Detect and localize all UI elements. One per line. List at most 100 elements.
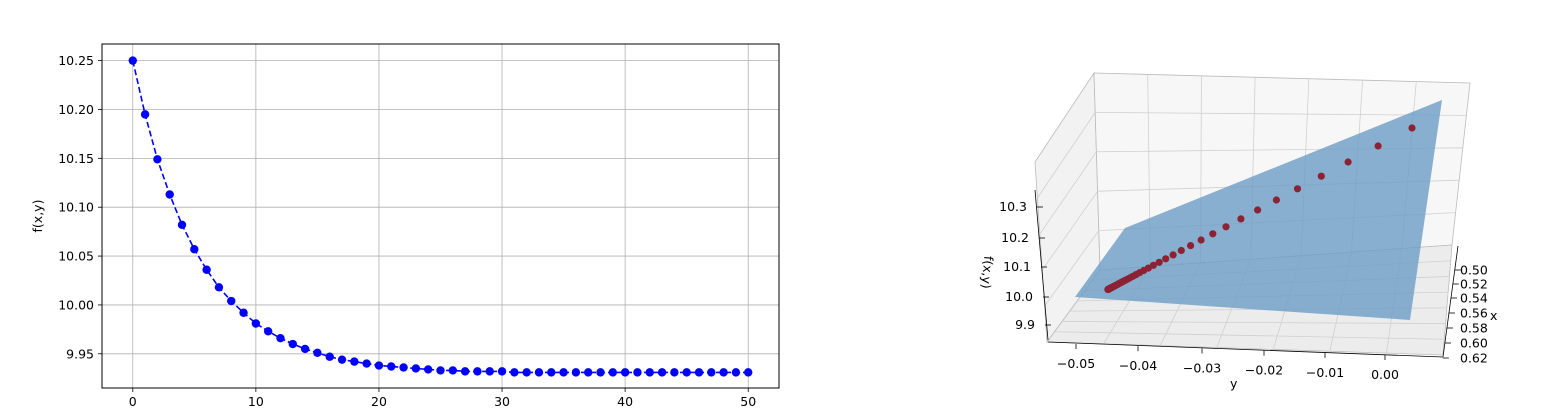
- y-tick-label: 10.10: [58, 200, 94, 215]
- y-axis-line: [1047, 341, 1444, 358]
- x-tick-label: 0: [129, 394, 137, 409]
- grid-line: [1401, 81, 1417, 249]
- data-point: [214, 283, 224, 292]
- scatter-point-3d: [1105, 285, 1113, 293]
- scatter-point-3d: [1132, 271, 1140, 279]
- scatter-point-3d: [1117, 278, 1125, 286]
- scatter-point-3d: [1162, 255, 1170, 263]
- x-tick-label-3d: 0.62: [1460, 351, 1488, 366]
- scatter-point-3d: [1104, 285, 1112, 293]
- data-point: [325, 352, 334, 361]
- z-axis-ticks: 10.3 10.2 10.1 10.0 9.9: [999, 199, 1051, 332]
- data-point: [510, 368, 519, 377]
- y-axis-label-3d: y: [1230, 376, 1238, 391]
- scatter-point-3d: [1169, 251, 1177, 259]
- z-tick-label: 10.3: [999, 199, 1027, 214]
- data-point: [190, 245, 199, 254]
- data-point: [584, 368, 593, 377]
- floor-pane: [1046, 244, 1453, 356]
- grid-line: [1062, 321, 1446, 324]
- scatter-point-3d: [1129, 272, 1137, 280]
- scatter-point-3d: [1126, 274, 1134, 282]
- scatter-point-3d: [1144, 264, 1152, 272]
- data-point: [423, 365, 433, 374]
- scatter-point-3d: [1106, 284, 1114, 293]
- y-tick-label: 10.25: [58, 53, 94, 68]
- y-axis-ticks: 9.95 10.00 10.05 10.10 10.15 10.20 10.25: [58, 53, 102, 361]
- x-tick-label-3d: 0.58: [1460, 321, 1488, 336]
- grid-line: [1092, 260, 1451, 281]
- grid-line: [1103, 266, 1151, 345]
- x-tick-label: 30: [494, 394, 510, 409]
- data-point: [313, 348, 322, 358]
- data-point: [559, 368, 568, 377]
- back-pane-back: [1093, 72, 1471, 271]
- scatter-point-3d: [1149, 261, 1157, 269]
- data-point: [153, 155, 162, 164]
- scatter-point-3d: [1155, 258, 1163, 266]
- scatter-point-3d: [1104, 285, 1112, 293]
- y-tick-label-3d: −0.03: [1183, 360, 1221, 375]
- x-tick-label-3d: 0.54: [1460, 291, 1488, 306]
- data-point: [670, 368, 679, 377]
- data-point: [534, 368, 544, 377]
- data-point: [374, 361, 384, 370]
- series-points: [128, 56, 753, 377]
- grid-3d: [1037, 74, 1467, 354]
- data-point: [731, 368, 741, 377]
- scatter-point-3d: [1254, 206, 1262, 214]
- data-point: [473, 367, 482, 376]
- data-point: [682, 368, 691, 377]
- data-point: [596, 368, 605, 377]
- grid-line: [1351, 80, 1363, 253]
- line-chart: 0 10 20 30 40 50 9.95 10.00 10.05 10.10 10.15 10.2…: [30, 43, 780, 409]
- x-axis-label-3d: x: [1490, 308, 1497, 323]
- back-pane-left: [1034, 71, 1101, 344]
- data-point: [744, 368, 753, 377]
- scatter-point-3d: [1104, 285, 1113, 293]
- scatter-point-3d: [1187, 242, 1195, 250]
- plot-frame: [101, 43, 780, 389]
- data-point: [448, 366, 458, 375]
- data-point: [645, 368, 654, 377]
- scatter-point-3d: [1111, 282, 1119, 290]
- y-tick-label-3d: −0.05: [1057, 356, 1095, 371]
- data-point: [497, 367, 507, 376]
- scatter-points-3d: [1104, 124, 1416, 294]
- scatter-point-3d: [1197, 236, 1205, 244]
- scatter-point-3d: [1106, 284, 1115, 292]
- grid-line: [1077, 291, 1449, 302]
- grid-line: [1159, 262, 1201, 346]
- data-point: [399, 363, 408, 372]
- y-tick-label: 10.05: [58, 249, 94, 264]
- grid-line: [1037, 112, 1096, 199]
- scatter-point-3d: [1114, 280, 1122, 288]
- data-point: [300, 344, 310, 354]
- y-tick-label-3d: −0.02: [1245, 363, 1283, 378]
- data-point: [276, 333, 285, 343]
- data-point: [707, 368, 716, 377]
- y-tick-label-3d: −0.01: [1306, 365, 1344, 380]
- z-tick-label: 10.1: [1003, 259, 1031, 274]
- scatter-point-3d: [1106, 284, 1114, 292]
- scatter-point-3d: [1109, 283, 1117, 291]
- grid-line: [1095, 112, 1467, 116]
- z-tick-label: 9.9: [1015, 317, 1035, 332]
- scatter-point-3d: [1113, 281, 1121, 289]
- data-point: [694, 368, 704, 377]
- scatter-point-3d: [1317, 172, 1325, 180]
- scatter-point-3d: [1121, 276, 1129, 284]
- x-tick-label: 40: [617, 394, 633, 409]
- y-tick-label-3d: −0.04: [1119, 358, 1157, 373]
- data-point: [128, 56, 137, 65]
- grid-line: [1039, 151, 1097, 235]
- scatter-point-3d: [1105, 285, 1113, 293]
- grid-line: [1097, 179, 1460, 192]
- grid-lines: [102, 44, 779, 388]
- data-point: [620, 368, 630, 377]
- data-point: [165, 190, 174, 199]
- grid-line: [1147, 74, 1151, 267]
- data-point: [719, 368, 728, 377]
- scatter-point-3d: [1374, 142, 1382, 150]
- scatter-point-3d: [1110, 282, 1118, 290]
